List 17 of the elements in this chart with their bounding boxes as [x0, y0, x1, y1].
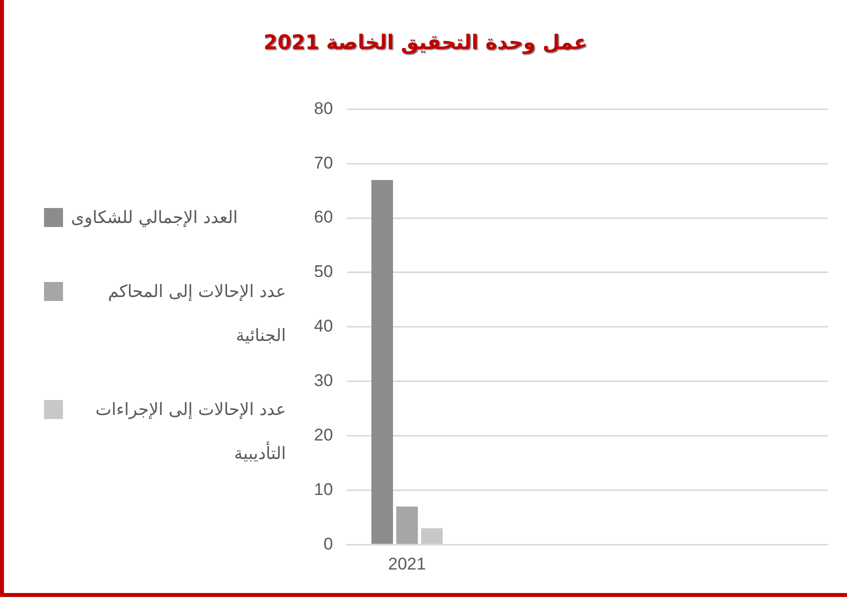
y-tick-label: 20: [314, 425, 333, 444]
text: عدد الإحالات إلى المحاكم الجنائية: [108, 282, 286, 346]
bar: [421, 528, 443, 544]
y-tick-label: 0: [323, 534, 333, 554]
y-tick-label: 30: [314, 371, 333, 390]
y-tick-label: 50: [314, 262, 333, 282]
bar: [396, 506, 418, 544]
y-tick-label: 10: [314, 480, 333, 499]
y-tick-label: 40: [314, 316, 333, 336]
y-tick-label: 70: [314, 153, 333, 172]
y-tick-label: 80: [314, 98, 333, 118]
bar: [371, 180, 393, 544]
x-tick-label: 2021: [388, 554, 426, 574]
chart-title: عمل وحدة التحقيق الخاصة 2021: [262, 30, 588, 54]
text: عدد الإحالات إلى الإجراءات التأديبية: [96, 400, 286, 464]
legend-label: العدد الإجمالي للشكاوى: [71, 207, 238, 230]
y-tick-label: 60: [314, 208, 333, 227]
